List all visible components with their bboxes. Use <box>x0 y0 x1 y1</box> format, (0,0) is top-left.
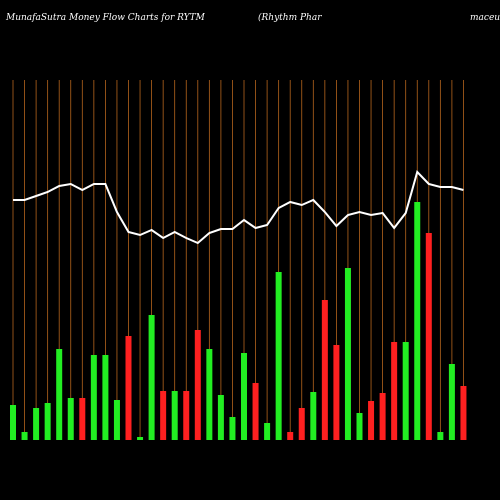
chart-subtitle-end: maceu <box>470 13 500 23</box>
bar <box>217 395 224 440</box>
bar <box>333 345 340 440</box>
bar <box>183 391 190 440</box>
bar <box>414 202 421 440</box>
bar <box>21 432 28 440</box>
bar <box>379 393 386 440</box>
bar <box>137 437 144 440</box>
bar <box>287 432 294 440</box>
bar <box>448 364 455 440</box>
bar <box>148 315 155 440</box>
bar <box>437 432 444 440</box>
bar <box>44 403 51 440</box>
flow-line <box>13 170 464 245</box>
bar <box>275 272 282 440</box>
bar <box>160 391 167 440</box>
bar <box>194 330 201 440</box>
bar <box>391 342 398 440</box>
bar <box>298 408 305 440</box>
bar <box>264 423 271 440</box>
bar <box>368 401 375 440</box>
bar <box>229 417 236 440</box>
bar <box>125 336 132 440</box>
bar <box>425 233 432 440</box>
bar <box>90 355 97 440</box>
bar <box>241 353 247 440</box>
bar <box>33 408 40 440</box>
bar <box>113 400 120 440</box>
bar <box>402 342 409 440</box>
bar <box>67 398 74 440</box>
bar <box>206 349 213 440</box>
bar <box>252 383 259 440</box>
chart-title: MunafaSutra Money Flow Charts for RYTM <box>5 13 206 23</box>
bar <box>56 349 63 440</box>
bar <box>460 386 467 440</box>
bar <box>102 355 109 440</box>
bar <box>344 268 351 440</box>
bar <box>321 300 328 440</box>
bar <box>10 405 16 440</box>
bar <box>310 392 317 440</box>
chart-subtitle: (Rhythm Phar <box>258 12 322 23</box>
bar <box>356 413 363 440</box>
bar <box>79 398 86 440</box>
bar <box>171 391 178 440</box>
